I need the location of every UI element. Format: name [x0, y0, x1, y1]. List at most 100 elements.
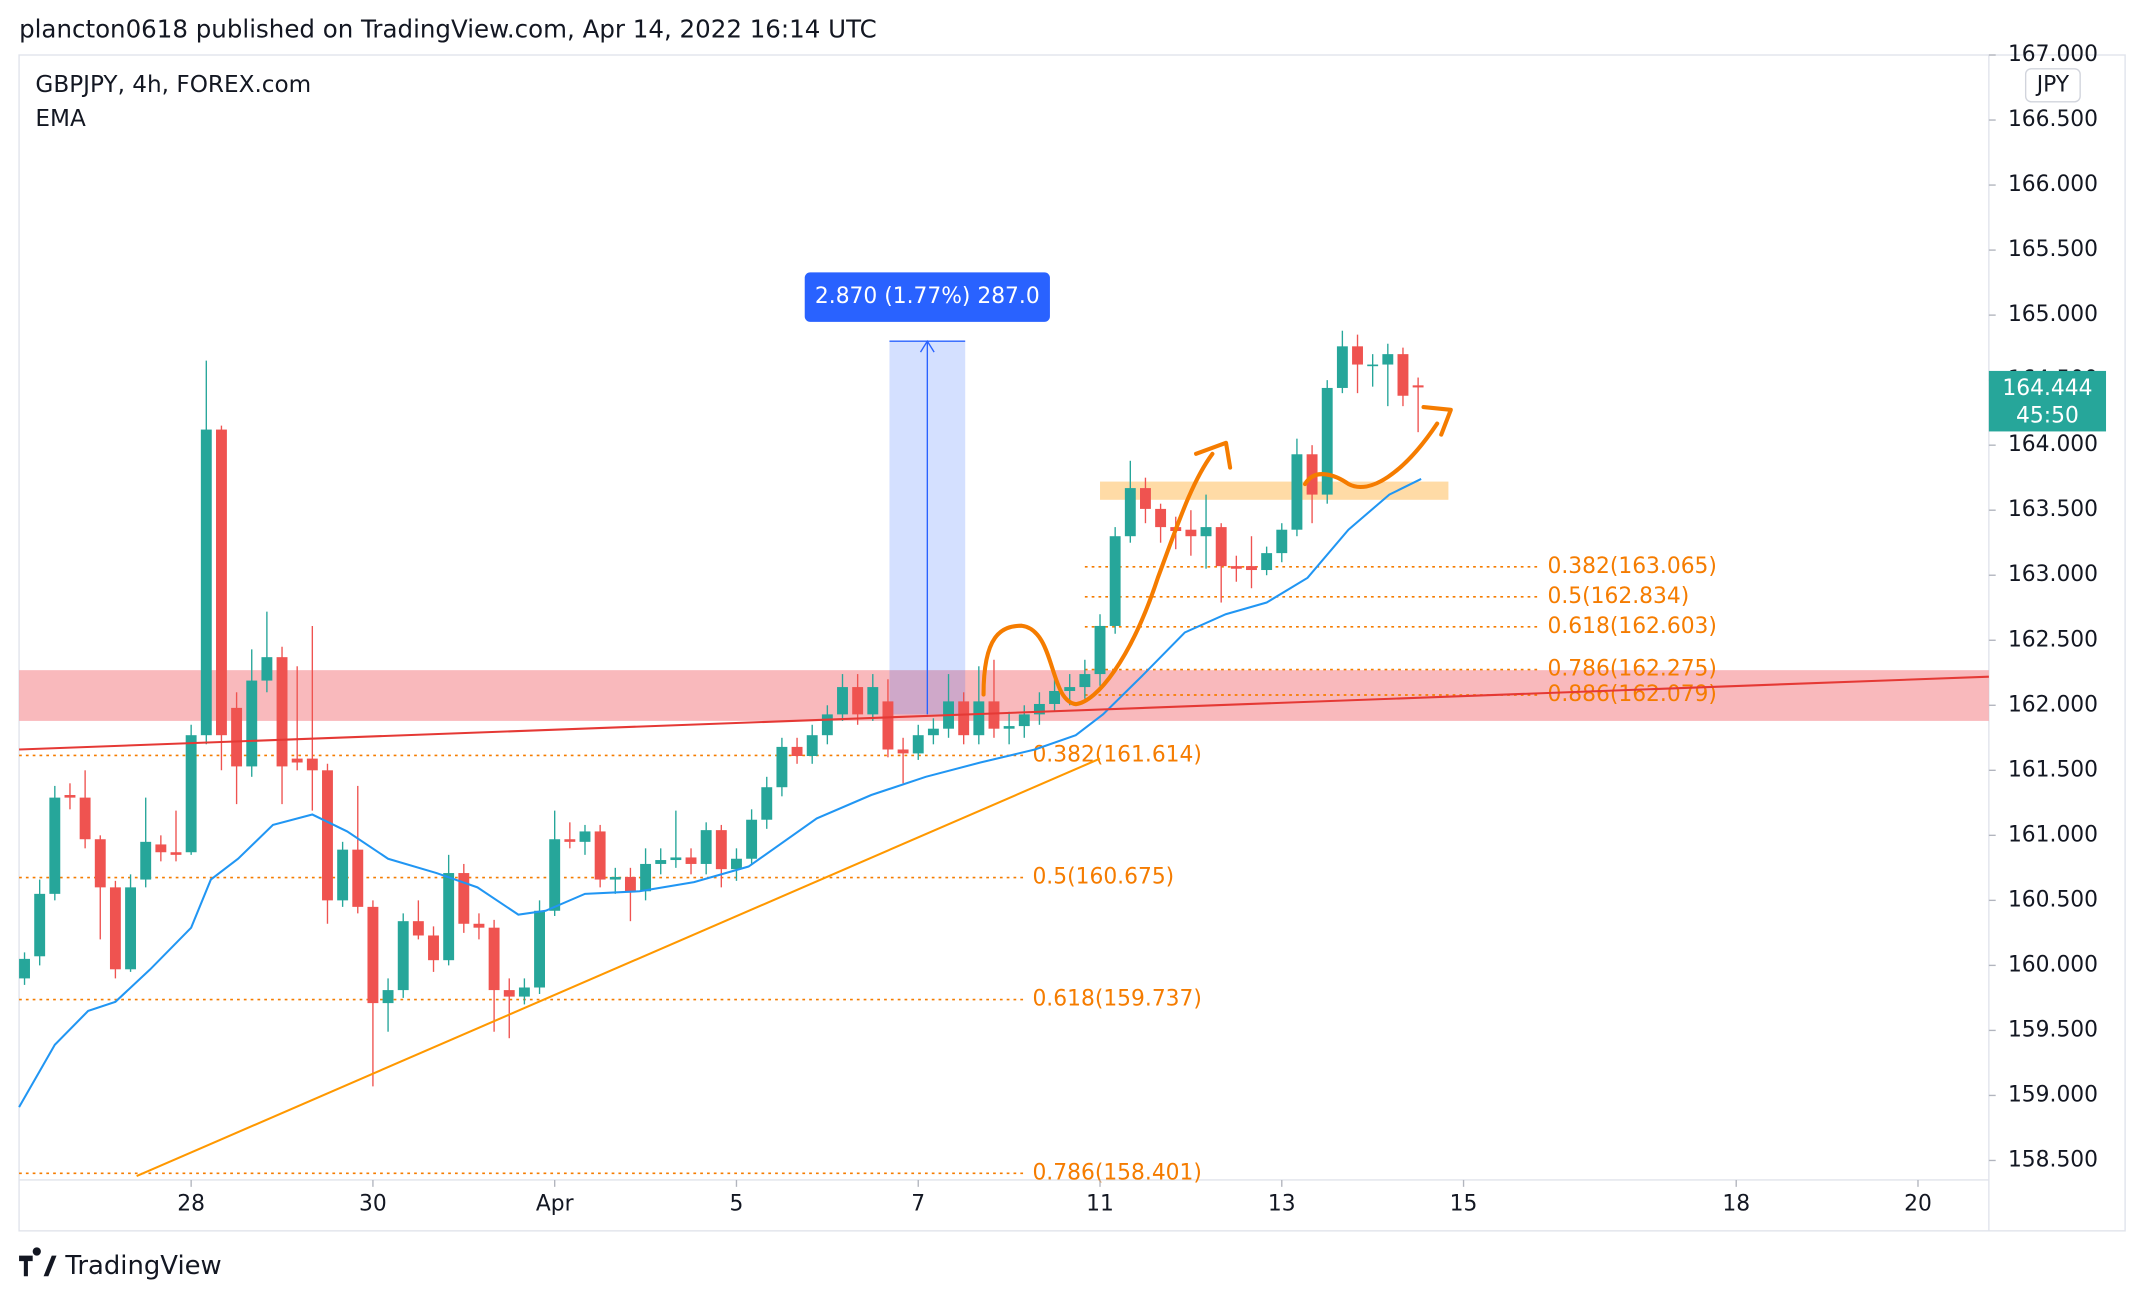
chart-frame: [18, 54, 2126, 1232]
price-tag-value: 164.444: [2002, 376, 2092, 401]
candle-body: [185, 735, 197, 853]
candle-body: [443, 873, 455, 961]
y-tick-label: 160.500: [2008, 887, 2098, 912]
candle-body: [1124, 488, 1136, 537]
candle-body: [352, 849, 364, 907]
candle-body: [19, 958, 30, 979]
fib-label: 0.618(159.737): [1032, 987, 1201, 1012]
candle-body: [1336, 346, 1348, 388]
candle-body: [1352, 346, 1363, 365]
y-tick-label: 166.500: [2008, 107, 2098, 132]
candle-body: [1382, 354, 1394, 365]
fib-label: 0.382(161.614): [1032, 742, 1201, 767]
candle-body: [140, 841, 152, 880]
candle-body: [458, 873, 470, 924]
y-tick-label: 166.000: [2008, 172, 2098, 197]
candle-body: [655, 860, 667, 864]
x-tick-label: 13: [1268, 1192, 1296, 1217]
candle-body: [988, 701, 1000, 729]
candle-body: [1018, 714, 1030, 727]
fib-label: 0.886(162.079): [1547, 682, 1716, 707]
candle-body: [1140, 488, 1151, 509]
y-tick-label: 159.000: [2008, 1082, 2098, 1107]
candle-body: [973, 701, 985, 736]
candle-body: [746, 819, 758, 859]
candle-body: [276, 657, 288, 767]
candle-body: [882, 701, 894, 750]
candle-body: [579, 831, 591, 842]
candle-body: [155, 844, 167, 853]
measure-arrow-head: [919, 339, 935, 353]
candle-body: [594, 831, 606, 880]
candle-body: [428, 935, 439, 961]
candle-body: [261, 657, 273, 681]
x-tick-label: 11: [1086, 1192, 1114, 1217]
fib-label: 0.786(158.401): [1032, 1160, 1201, 1185]
candle-body: [322, 770, 333, 901]
candle-body: [867, 687, 879, 715]
x-tick-label: 18: [1722, 1192, 1750, 1217]
candle-body: [397, 921, 409, 991]
candle-body: [518, 987, 530, 997]
candle-body: [1185, 529, 1197, 537]
candle-body: [1064, 687, 1076, 691]
trendline: [136, 757, 1101, 1178]
y-tick-label: 165.500: [2008, 237, 2098, 262]
arrow-path: [981, 451, 1215, 707]
arrow-head: [1194, 440, 1233, 470]
y-tick-label: 162.000: [2008, 692, 2098, 717]
y-tick-label: 159.500: [2008, 1017, 2098, 1042]
y-tick-label: 167.000: [2008, 42, 2098, 67]
ema-line: [18, 478, 1422, 1108]
y-tick-label: 158.500: [2008, 1147, 2098, 1172]
x-tick-label: 15: [1450, 1192, 1478, 1217]
candle-body: [1367, 364, 1379, 367]
candle-body: [564, 839, 576, 842]
candle-body: [109, 887, 121, 970]
candle-body: [382, 990, 394, 1004]
candle-body: [125, 887, 137, 970]
measure-label-box: [804, 272, 1050, 322]
candle-body: [624, 876, 636, 892]
arrow-path: [1302, 421, 1440, 490]
header: plancton0618 published on TradingView.co…: [19, 14, 877, 43]
candle-body: [731, 858, 742, 870]
candle-body: [806, 735, 818, 757]
candle-body: [958, 701, 970, 736]
candle-body: [1109, 536, 1121, 626]
logo-icon: [19, 1247, 57, 1277]
y-tick-label: 165.000: [2008, 302, 2098, 327]
x-tick-label: 5: [730, 1192, 744, 1217]
candle-body: [609, 876, 621, 880]
x-tick-label: Apr: [536, 1192, 574, 1217]
candle-body: [94, 839, 106, 888]
candle-body: [1321, 387, 1333, 495]
x-tick-label: 28: [177, 1192, 205, 1217]
candle-body: [1276, 529, 1288, 554]
candle-body: [412, 921, 424, 936]
fib-label: 0.618(162.603): [1547, 614, 1716, 639]
candle-body: [306, 758, 318, 771]
candle-body: [337, 849, 349, 901]
candle-body: [246, 680, 258, 767]
x-tick-label: 30: [359, 1192, 387, 1217]
footer-text: TradingView: [64, 1251, 221, 1281]
candle-body: [79, 797, 91, 840]
y-tick-label: 164.000: [2008, 432, 2098, 457]
y-tick-label: 162.500: [2008, 627, 2098, 652]
fib-label: 0.786(162.275): [1547, 656, 1716, 681]
candle-body: [549, 839, 561, 911]
arrow-head: [1421, 405, 1453, 437]
candle-body: [231, 707, 243, 767]
price-tag-countdown: 45:50: [2016, 403, 2079, 428]
ema-legend: EMA: [35, 105, 86, 132]
candle-body: [685, 857, 697, 864]
x-tick-label: 20: [1904, 1192, 1932, 1217]
y-tick-label: 163.500: [2008, 497, 2098, 522]
fib-label: 0.382(163.065): [1547, 554, 1716, 579]
candle-body: [1215, 527, 1227, 567]
price-tag: [1988, 370, 2107, 432]
candle-body: [837, 687, 848, 715]
candle-body: [700, 830, 712, 864]
y-tick-label: 163.000: [2008, 562, 2098, 587]
